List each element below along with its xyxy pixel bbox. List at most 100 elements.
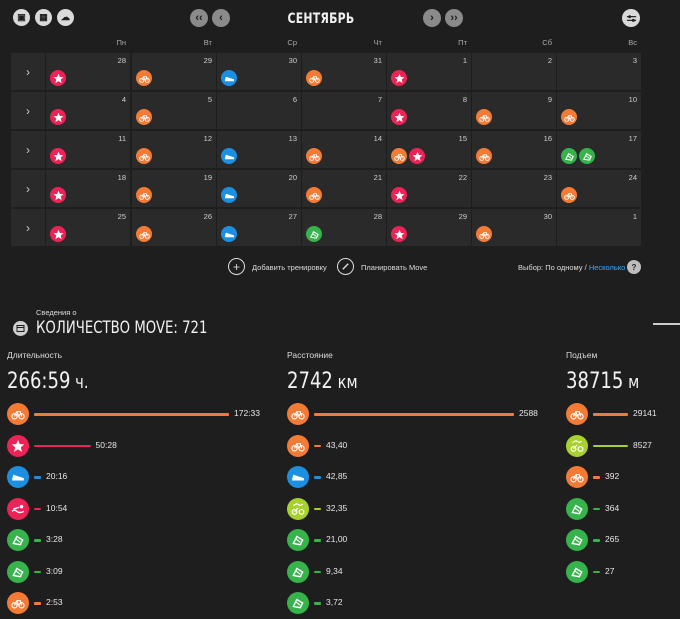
skate-icon[interactable]	[561, 148, 577, 164]
bike-icon[interactable]	[561, 187, 577, 203]
calendar-day-cell[interactable]: 3	[557, 53, 641, 90]
calendar-day-cell[interactable]: 17	[557, 131, 641, 168]
settings-sliders-icon[interactable]	[622, 9, 640, 27]
activity-stat-row[interactable]: 43,40	[287, 434, 557, 457]
select-one-option[interactable]: По одному	[545, 263, 583, 272]
calendar-day-cell[interactable]: 30	[217, 53, 301, 90]
activity-stat-row[interactable]: 32,35	[287, 497, 557, 520]
running-shoe-icon[interactable]	[221, 226, 237, 242]
calendar-day-cell[interactable]: 1	[387, 53, 471, 90]
bike-icon[interactable]	[136, 187, 152, 203]
activity-stat-row[interactable]: 265	[566, 529, 680, 551]
calendar-day-cell[interactable]: 15	[387, 131, 471, 168]
calendar-day-cell[interactable]: 5	[132, 92, 216, 129]
pencil-icon[interactable]	[337, 258, 354, 275]
star-icon[interactable]	[391, 70, 407, 86]
cloud-icon[interactable]: ☁	[57, 9, 74, 26]
calendar-day-cell[interactable]: 26	[132, 209, 216, 246]
activity-stat-row[interactable]: 10:54	[7, 497, 277, 520]
running-shoe-icon[interactable]	[221, 70, 237, 86]
calendar-day-cell[interactable]: 7	[302, 92, 386, 129]
expand-week-chevron-icon[interactable]: ›	[11, 209, 45, 246]
prev-year-icon[interactable]: ‹‹	[190, 9, 208, 27]
activity-stat-row[interactable]: 9,34	[287, 560, 557, 583]
calendar-day-cell[interactable]: 9	[472, 92, 556, 129]
expand-week-chevron-icon[interactable]: ›	[11, 53, 45, 90]
bike-icon[interactable]	[136, 226, 152, 242]
add-workout-button[interactable]: Добавить тренировку	[252, 263, 327, 272]
activity-stat-row[interactable]: 364	[566, 497, 680, 520]
activity-stat-row[interactable]: 21,00	[287, 529, 557, 551]
calendar-day-cell[interactable]: 22	[387, 170, 471, 207]
bike-icon[interactable]	[476, 226, 492, 242]
plan-move-button[interactable]: Планировать Move	[361, 263, 428, 272]
next-year-icon[interactable]: ››	[445, 9, 463, 27]
calendar-day-cell[interactable]: 29	[387, 209, 471, 246]
calendar-day-cell[interactable]: 28	[46, 53, 130, 90]
calendar-day-cell[interactable]: 14	[302, 131, 386, 168]
select-many-link[interactable]: Несколько	[588, 263, 626, 272]
calendar-day-cell[interactable]: 13	[217, 131, 301, 168]
activity-stat-row[interactable]: 20:16	[7, 466, 277, 488]
calendar-day-cell[interactable]: 8	[387, 92, 471, 129]
help-icon[interactable]: ?	[627, 260, 641, 274]
calendar-day-cell[interactable]: 1	[557, 209, 641, 246]
calendar-day-cell[interactable]: 23	[472, 170, 556, 207]
calendar-day-cell[interactable]: 20	[217, 170, 301, 207]
activity-stat-row[interactable]: 392	[566, 466, 680, 488]
bike-icon[interactable]	[306, 148, 322, 164]
calendar-day-cell[interactable]: 2	[472, 53, 556, 90]
calendar-day-cell[interactable]: 28	[302, 209, 386, 246]
star-icon[interactable]	[391, 187, 407, 203]
star-icon[interactable]	[50, 70, 66, 86]
star-icon[interactable]	[50, 148, 66, 164]
star-icon[interactable]	[391, 109, 407, 125]
activity-stat-row[interactable]: 50:28	[7, 434, 277, 457]
bike-icon[interactable]	[136, 70, 152, 86]
expand-week-chevron-icon[interactable]: ›	[11, 92, 45, 129]
bike-icon[interactable]	[476, 148, 492, 164]
calendar-day-cell[interactable]: 29	[132, 53, 216, 90]
calendar-day-cell[interactable]: 12	[132, 131, 216, 168]
add-icon[interactable]: +	[228, 258, 245, 275]
activity-stat-row[interactable]: 42,85	[287, 466, 557, 488]
next-month-icon[interactable]: ›	[423, 9, 441, 27]
calendar-day-cell[interactable]: 24	[557, 170, 641, 207]
calendar-day-cell[interactable]: 19	[132, 170, 216, 207]
calendar-day-cell[interactable]: 11	[46, 131, 130, 168]
running-shoe-icon[interactable]	[221, 148, 237, 164]
calendar-day-cell[interactable]: 31	[302, 53, 386, 90]
skate-icon[interactable]	[579, 148, 595, 164]
star-icon[interactable]	[50, 187, 66, 203]
star-icon[interactable]	[391, 226, 407, 242]
star-icon[interactable]	[50, 226, 66, 242]
activity-stat-row[interactable]: 8527	[566, 434, 680, 457]
bike-icon[interactable]	[561, 109, 577, 125]
expand-week-chevron-icon[interactable]: ›	[11, 170, 45, 207]
calendar-day-cell[interactable]: 16	[472, 131, 556, 168]
activity-stat-row[interactable]: 3,72	[287, 592, 557, 614]
calendar-day-cell[interactable]: 21	[302, 170, 386, 207]
skate-icon[interactable]	[306, 226, 322, 242]
calendar-day-cell[interactable]: 6	[217, 92, 301, 129]
calendar-month-icon[interactable]: ▦	[35, 9, 52, 26]
expand-week-chevron-icon[interactable]: ›	[11, 131, 45, 168]
bike-icon[interactable]	[391, 148, 407, 164]
calendar-day-cell[interactable]: 25	[46, 209, 130, 246]
bike-icon[interactable]	[136, 109, 152, 125]
calendar-day-cell[interactable]: 30	[472, 209, 556, 246]
activity-stat-row[interactable]: 29141	[566, 403, 680, 425]
calendar-day-cell[interactable]: 4	[46, 92, 130, 129]
activity-stat-row[interactable]: 172:33	[7, 403, 277, 425]
running-shoe-icon[interactable]	[221, 187, 237, 203]
calendar-day-icon[interactable]: ▣	[13, 9, 30, 26]
activity-stat-row[interactable]: 2:53	[7, 592, 277, 614]
calendar-day-cell[interactable]: 18	[46, 170, 130, 207]
bike-icon[interactable]	[136, 148, 152, 164]
calendar-day-cell[interactable]: 10	[557, 92, 641, 129]
bike-icon[interactable]	[306, 187, 322, 203]
calendar-day-cell[interactable]: 27	[217, 209, 301, 246]
activity-stat-row[interactable]: 3:28	[7, 529, 277, 551]
prev-month-icon[interactable]: ‹	[212, 9, 230, 27]
star-icon[interactable]	[409, 148, 425, 164]
